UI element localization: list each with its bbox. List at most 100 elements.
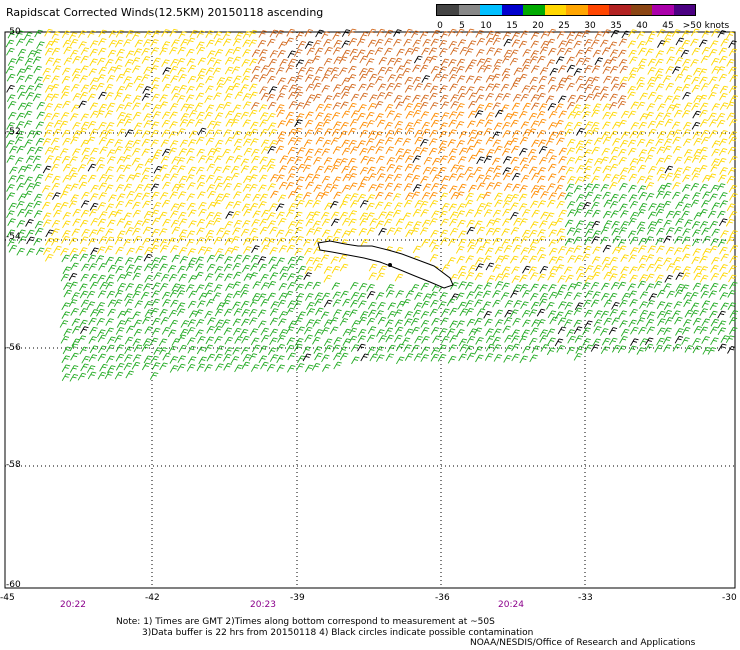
wind-barb — [717, 210, 726, 219]
wind-barb — [725, 218, 735, 227]
wind-barb — [554, 338, 564, 347]
wind-barb — [98, 211, 108, 219]
wind-barb — [106, 75, 116, 83]
wind-barb — [99, 281, 108, 290]
wind-barb — [171, 156, 180, 164]
wind-barb — [133, 265, 143, 274]
wind-barb — [512, 317, 521, 326]
wind-barb — [492, 139, 501, 148]
wind-barb — [629, 200, 639, 209]
wind-barb — [610, 76, 620, 85]
wind-barb — [287, 76, 296, 85]
wind-barb — [449, 320, 458, 329]
lon-label-39: -39 — [290, 593, 305, 603]
wind-barb — [510, 156, 519, 165]
wind-barb — [15, 121, 25, 129]
wind-barb — [548, 291, 558, 300]
wind-barb — [637, 209, 646, 217]
wind-barb — [702, 248, 711, 256]
wind-barb — [367, 166, 376, 175]
wind-barb — [629, 308, 638, 317]
wind-barb — [421, 47, 430, 56]
wind-barb — [141, 56, 151, 64]
wind-barb — [224, 93, 233, 101]
wind-barb — [341, 147, 351, 156]
wind-barb — [458, 353, 467, 362]
wind-barb — [717, 327, 727, 336]
wind-barb — [196, 148, 205, 157]
wind-barb — [619, 139, 629, 148]
wind-barb — [576, 128, 585, 136]
wind-barb — [629, 247, 639, 255]
wind-barb — [89, 309, 99, 317]
wind-barb — [295, 236, 304, 244]
wind-barb — [295, 283, 304, 292]
wind-barb — [374, 38, 384, 47]
wind-barb — [593, 137, 603, 146]
wind-barb — [293, 300, 303, 309]
wind-barb — [62, 137, 71, 146]
wind-barb — [79, 75, 88, 84]
wind-barb — [439, 229, 449, 238]
wind-barb — [69, 172, 78, 181]
wind-barb — [333, 228, 342, 237]
wind-barb — [116, 156, 126, 164]
wind-barb — [206, 353, 216, 362]
wind-barb — [17, 229, 26, 238]
wind-barb — [482, 191, 492, 200]
wind-barb — [573, 40, 582, 49]
wind-barb — [169, 319, 178, 328]
wind-barb — [609, 155, 618, 164]
wind-barb — [393, 57, 403, 66]
wind-barb — [548, 221, 557, 230]
wind-barb — [348, 65, 357, 74]
wind-barb — [89, 202, 99, 211]
wind-barb — [213, 284, 223, 292]
wind-barb — [366, 49, 375, 58]
wind-barb — [60, 91, 70, 100]
wind-barb — [585, 77, 594, 85]
wind-barb — [61, 76, 71, 84]
wind-barb — [176, 128, 186, 136]
wind-barb — [99, 129, 108, 138]
wind-barb — [196, 219, 206, 227]
wind-barb — [42, 74, 52, 83]
wind-barb — [375, 346, 385, 354]
wind-barb — [195, 329, 204, 338]
wind-barb — [608, 292, 618, 301]
wind-barb — [107, 264, 117, 273]
wind-barb — [71, 74, 81, 82]
wind-barb — [306, 94, 316, 103]
wind-barb — [636, 82, 645, 91]
wind-barb — [25, 219, 34, 227]
wind-barb — [232, 38, 242, 47]
wind-barb — [98, 182, 107, 191]
wind-barb — [414, 55, 423, 64]
wind-barb — [467, 239, 476, 248]
wind-barb — [224, 273, 233, 282]
wind-barb — [141, 74, 150, 82]
wind-barb — [185, 263, 195, 272]
wind-barb — [96, 308, 105, 317]
wind-barb — [710, 238, 719, 246]
wind-barb — [619, 203, 628, 212]
wind-barb — [556, 130, 565, 139]
wind-barb — [278, 165, 288, 173]
wind-barb — [368, 130, 377, 139]
wind-barb — [71, 104, 80, 113]
wind-barb — [556, 47, 566, 56]
wind-barb — [25, 85, 35, 93]
wind-barb — [358, 300, 367, 309]
wind-barb — [519, 136, 529, 145]
wind-barb — [645, 192, 655, 201]
wind-barb — [547, 272, 556, 281]
wind-barb — [179, 139, 189, 148]
wind-barb — [116, 320, 126, 328]
wind-barb — [501, 272, 510, 281]
wind-barb — [438, 344, 447, 353]
wind-barb — [664, 165, 674, 174]
wind-barb — [728, 66, 737, 75]
wind-barb — [125, 264, 135, 273]
wind-barb — [558, 40, 567, 48]
wind-barb — [729, 310, 739, 318]
